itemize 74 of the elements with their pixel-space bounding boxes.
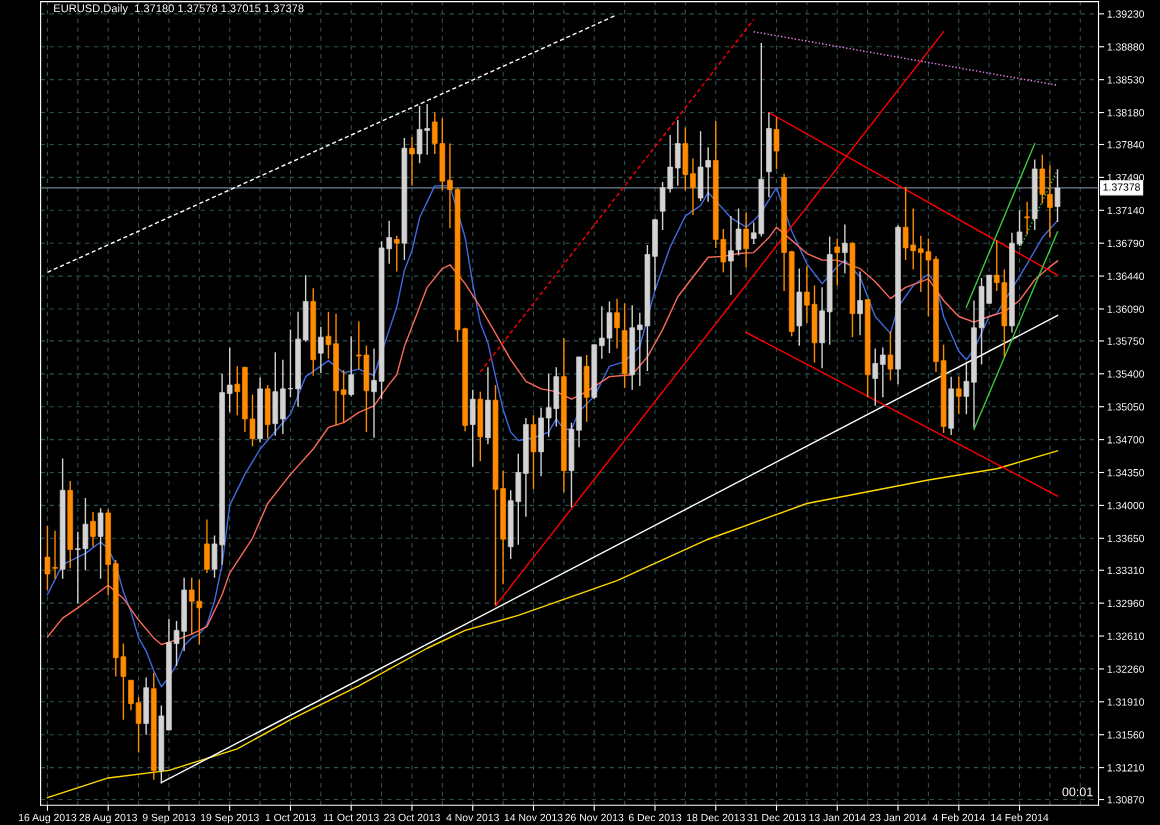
x-tick-label: 14 Nov 2013 (504, 813, 563, 822)
candlestick (834, 237, 841, 287)
ref-line-label: 1.37378 (1103, 183, 1140, 191)
y-tick-label: 1.34350 (1107, 469, 1145, 477)
y-tick-label: 1.35750 (1107, 337, 1145, 345)
y-tick-label: 1.35050 (1107, 403, 1145, 411)
y-tick-label: 1.30870 (1107, 796, 1145, 804)
candlestick (1047, 164, 1053, 239)
candlestick (97, 507, 104, 580)
y-tick-label: 1.32960 (1107, 599, 1145, 608)
candlestick (735, 207, 742, 257)
candlestick (1054, 168, 1061, 223)
y-tick-label: 1.31910 (1107, 698, 1145, 706)
x-tick-label: 13 Jan 2014 (809, 813, 866, 822)
line-series (46, 226, 1059, 646)
candlestick (963, 360, 970, 415)
x-tick-label: 19 Sep 2013 (200, 813, 259, 824)
line-series (46, 450, 1059, 799)
candlestick (318, 326, 324, 374)
candlestick (348, 335, 354, 398)
x-tick-label: 9 Sep 2013 (142, 813, 196, 824)
y-tick-label: 1.37140 (1107, 206, 1145, 215)
x-tick-label: 6 Dec 2013 (628, 813, 682, 822)
candlestick (887, 330, 894, 382)
y-tick-label: 1.36790 (1107, 239, 1145, 248)
x-tick-label: 31 Dec 2013 (747, 813, 806, 822)
candlestick (614, 297, 620, 350)
x-tick-label: 16 Aug 2013 (18, 813, 77, 824)
candlestick (371, 347, 377, 439)
candlestick (409, 136, 415, 187)
y-tick-label: 1.35400 (1107, 370, 1145, 378)
candlestick (743, 211, 749, 269)
y-tick-label: 1.31210 (1107, 764, 1145, 772)
candlestick (1024, 201, 1030, 236)
x-tick-label: 14 Feb 2014 (991, 813, 1049, 822)
x-tick-label: 23 Jan 2014 (869, 813, 927, 822)
candlestick (773, 116, 780, 170)
x-tick-label: 26 Nov 2013 (565, 813, 624, 822)
candlestick (728, 215, 734, 296)
candlestick (226, 346, 233, 414)
y-tick-label: 1.31560 (1107, 731, 1145, 739)
candlestick (340, 369, 347, 424)
candlestick (956, 375, 962, 415)
y-tick-label: 1.34700 (1107, 436, 1145, 444)
x-tick-label: 23 Oct 2013 (384, 813, 440, 822)
y-tick-label: 1.37490 (1107, 173, 1145, 182)
x-tick-label: 18 Dec 2013 (687, 813, 745, 822)
x-tick-label: 1 Oct 2013 (265, 813, 316, 822)
y-tick-label: 1.33310 (1107, 566, 1145, 575)
chart-title: EURUSD,Daily 1.37180 1.37578 1.37015 1.37378 (54, 4, 304, 15)
candlestick (690, 157, 696, 216)
y-tick-label: 1.39230 (1107, 10, 1145, 18)
x-tick-label: 4 Nov 2013 (446, 813, 499, 822)
candlestick (872, 347, 879, 407)
candlestick (857, 270, 863, 336)
y-tick-label: 1.36090 (1107, 305, 1145, 313)
y-tick-label: 1.38880 (1107, 43, 1145, 51)
x-tick-label: 4 Feb 2014 (932, 813, 985, 822)
candlestick (234, 365, 241, 416)
candlestick (880, 346, 886, 399)
y-tick-label: 1.36440 (1107, 272, 1145, 280)
candlestick (90, 511, 96, 548)
candlestick (394, 234, 400, 273)
y-tick-label: 1.33650 (1107, 534, 1145, 543)
y-tick-label: 1.32260 (1107, 665, 1145, 673)
y-tick-label: 1.38180 (1107, 109, 1145, 117)
y-tick-label: 1.32610 (1107, 632, 1145, 640)
y-tick-label: 1.37840 (1107, 141, 1145, 149)
candlestick (842, 223, 848, 274)
y-tick-label: 1.38530 (1107, 76, 1145, 84)
text: 00:01 (1062, 787, 1093, 797)
x-tick-label: 11 Oct 2013 (324, 813, 379, 822)
x-tick-label: 28 Aug 2013 (79, 813, 137, 824)
y-tick-label: 1.34000 (1107, 501, 1145, 510)
